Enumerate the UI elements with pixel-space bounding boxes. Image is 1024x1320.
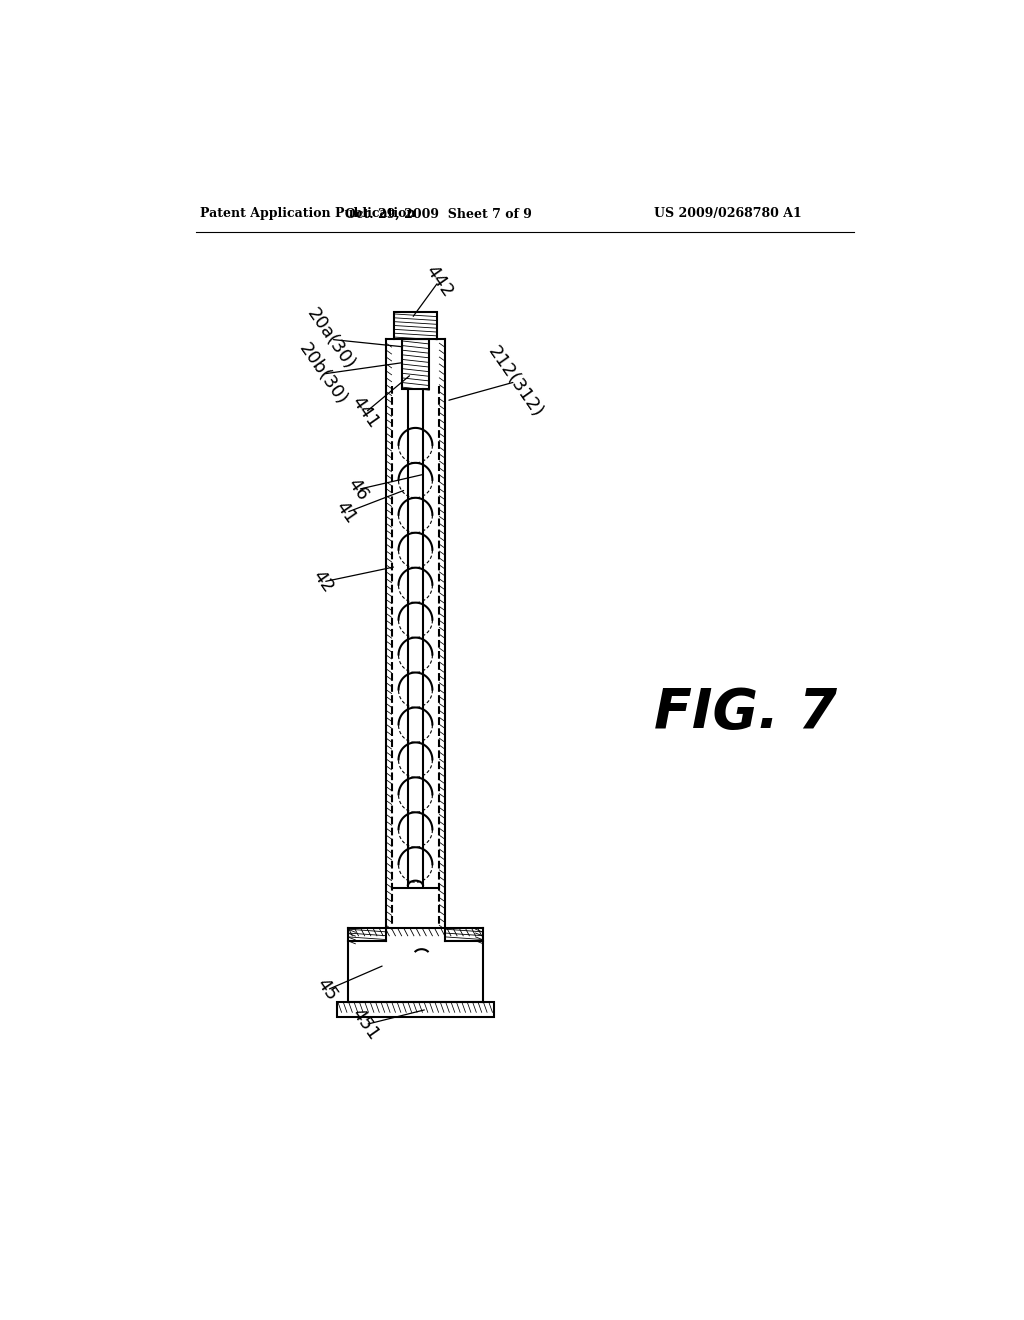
Text: 46: 46 — [344, 475, 372, 504]
Bar — [394, 313, 437, 339]
Text: FIG. 7: FIG. 7 — [654, 686, 838, 739]
Text: US 2009/0268780 A1: US 2009/0268780 A1 — [654, 207, 802, 220]
Text: 45: 45 — [313, 975, 341, 1005]
Text: 442: 442 — [421, 263, 456, 301]
Text: 20b(30): 20b(30) — [295, 339, 351, 408]
Text: 451: 451 — [348, 1006, 383, 1044]
Text: 42: 42 — [309, 568, 337, 597]
Text: 441: 441 — [348, 393, 383, 432]
Bar — [337, 1002, 494, 1016]
Text: Patent Application Publication: Patent Application Publication — [200, 207, 416, 220]
Text: Oct. 29, 2009  Sheet 7 of 9: Oct. 29, 2009 Sheet 7 of 9 — [345, 207, 532, 220]
Bar — [401, 339, 429, 389]
Text: 20a(30): 20a(30) — [303, 305, 358, 374]
Text: 212(312): 212(312) — [484, 343, 547, 421]
Text: 41: 41 — [332, 498, 360, 527]
